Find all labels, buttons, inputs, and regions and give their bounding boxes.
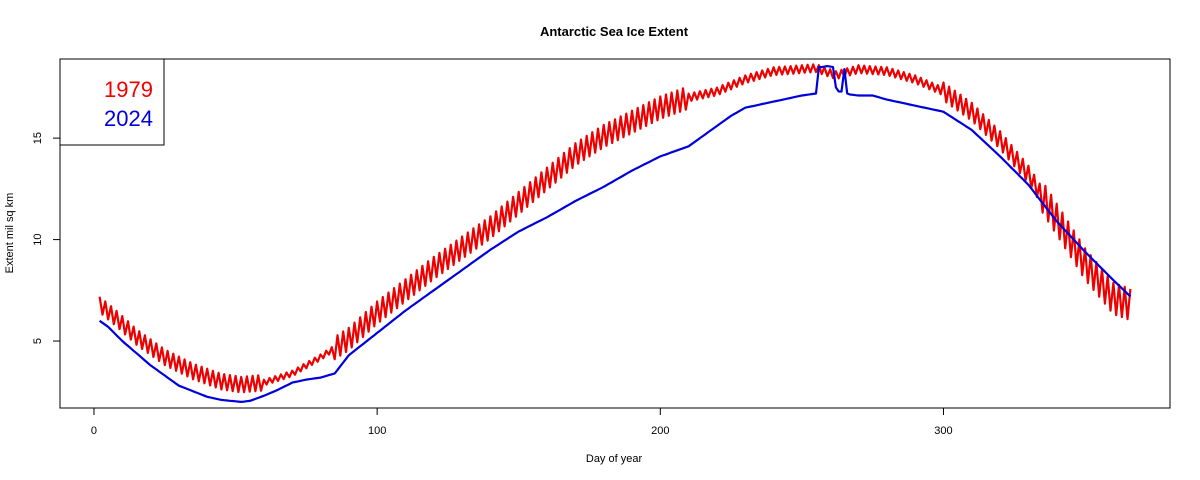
legend-box [59,58,165,146]
series-line-1979 [98,63,1132,394]
series-layer [98,63,1132,403]
x-axis: 0 100 200 300 [91,408,953,437]
y-axis: 5 10 15 [32,132,60,344]
legend: 1979 2024 [59,58,165,146]
x-tick-label: 300 [934,425,952,437]
plot-frame [59,58,1171,409]
y-tick-label: 10 [32,233,44,245]
y-tick-label: 5 [32,338,44,344]
x-tick-label: 0 [91,425,97,437]
x-tick-label: 100 [368,425,386,437]
x-tick-label: 200 [651,425,669,437]
legend-entry-1979: 1979 [104,77,153,102]
x-axis-label: Day of year [586,453,643,465]
series-line-2024 [98,64,1132,403]
legend-entry-2024: 2024 [104,106,153,131]
y-tick-label: 15 [32,132,44,144]
y-axis-label: Extent mil sq km [4,193,16,274]
chart-title: Antarctic Sea Ice Extent [540,24,689,39]
